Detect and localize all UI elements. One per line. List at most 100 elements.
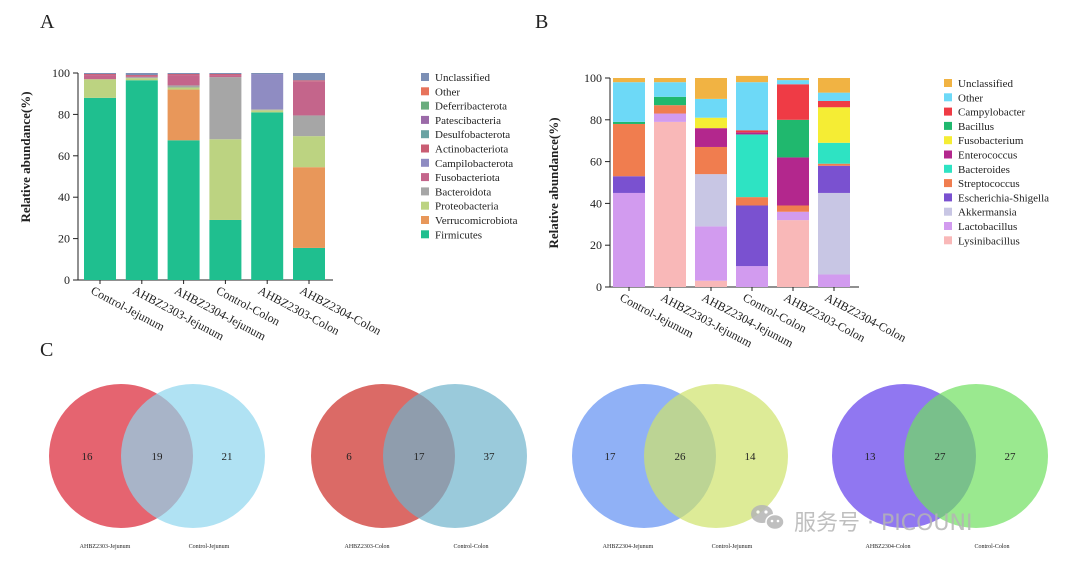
bar-segment-control-jejunum-escherichia-shigella [613, 176, 645, 193]
bar-segment-ahbz2303-jejunum-other [654, 82, 686, 97]
legend-label-bacillus: Bacillus [958, 121, 994, 133]
legend-swatch-enterococcus [944, 150, 952, 159]
bar-segment-ahbz2304-colon-unclassified [293, 73, 325, 81]
legend-label-lactobacillus: Lactobacillus [958, 221, 1017, 233]
panel-b-y-axis-label: Relative abundance(%) [546, 117, 561, 248]
bar-segment-ahbz2303-colon-proteobacteria [251, 110, 284, 113]
panel-c-letter: C [40, 339, 53, 361]
legend-swatch-actinobacteriota [421, 144, 429, 153]
bar-segment-ahbz2304-jejunum-verrucomicrobiota [167, 89, 200, 141]
venn-count-right-only: 37 [484, 451, 496, 463]
panel-c: C 16 19 21 AHBZ2303-Jejunum Control-Jejunum 6… [40, 339, 1048, 550]
bar-segment-ahbz2304-colon-lactobacillus [818, 274, 850, 287]
panel-a-letter: A [40, 11, 55, 33]
bar-segment-ahbz2303-colon-lactobacillus [777, 211, 809, 221]
venn-count-left-only: 17 [605, 451, 617, 463]
bar-segment-control-colon-unclassified [736, 75, 768, 83]
bar-segment-ahbz2304-colon-verrucomicrobiota [293, 167, 325, 248]
legend-label-escherichia-shigella: Escherichia-Shigella [958, 192, 1049, 204]
bar-segment-ahbz2304-jejunum-actinobacteriota [167, 74, 200, 76]
venn-count-shared: 26 [675, 451, 687, 463]
legend-label-deferribacterota: Deferribacterota [435, 101, 507, 113]
bar-segment-ahbz2304-jejunum-bacteroidota [167, 85, 200, 88]
bar-segment-ahbz2304-jejunum-unclassified [167, 73, 200, 75]
legend-label-bacteroidota: Bacteroidota [435, 186, 491, 198]
venn-count-left-only: 6 [346, 451, 352, 463]
legend-swatch-patescibacteria [421, 115, 429, 124]
bar-segment-ahbz2304-jejunum-proteobacteria [167, 87, 200, 90]
venn-left-label: AHBZ2304-Jejunum [603, 544, 654, 550]
panel-a-legend: Unclassified Other Deferribacterota Patesci… [421, 72, 518, 241]
bar-segment-ahbz2304-jejunum-other [695, 98, 727, 118]
bar-segment-ahbz2303-colon-campylobacter [777, 84, 809, 120]
bar-segment-control-jejunum-unclassified [613, 78, 645, 83]
legend-swatch-firmicutes [421, 230, 429, 239]
venn-count-right-only: 21 [222, 451, 233, 463]
legend-swatch-fusobacteriota [421, 173, 429, 182]
venn-left-label: AHBZ2303-Colon [345, 544, 390, 550]
panel-a-bars [84, 73, 325, 284]
bar-segment-ahbz2304-colon-actinobacteriota [293, 80, 325, 82]
bar-segment-control-jejunum-proteobacteria [84, 79, 116, 98]
bar-segment-ahbz2304-colon-firmicutes [293, 247, 325, 280]
bar-segment-control-colon-firmicutes [209, 219, 242, 280]
panel-a-y-ticks: 0 20 40 60 80 100 [52, 66, 78, 287]
legend-swatch-unclassified [421, 73, 429, 81]
panel-b-legend: Unclassified Other Campylobacter Bacillus Fu… [944, 78, 1049, 247]
bar-segment-ahbz2303-jejunum-bacillus [654, 96, 686, 106]
venn-right-label: Control-Jejunum [712, 544, 753, 550]
venn-left-label: AHBZ2304-Colon [866, 544, 911, 550]
venn-count-shared: 19 [152, 451, 164, 463]
venn-diagram-2: 6 17 37 AHBZ2303-Colon Control-Colon [311, 384, 527, 550]
panel-a: A Relative abundance(%) 0 20 40 60 80 100 Con… [18, 11, 518, 344]
legend-label-lysinibacillus: Lysinibacillus [958, 235, 1020, 247]
bar-segment-ahbz2304-jejunum-lysinibacillus [695, 280, 727, 287]
bar-segment-control-jejunum-other [613, 82, 645, 122]
legend-label-unclassified: Unclassified [958, 78, 1013, 90]
legend-label-patescibacteria: Patescibacteria [435, 115, 501, 127]
venn-count-left-only: 16 [82, 451, 94, 463]
panel-b-bars [613, 75, 850, 291]
panel-b-ytick-label-40: 40 [590, 196, 602, 210]
legend-swatch-proteobacteria [421, 201, 429, 210]
bar-segment-ahbz2303-colon-enterococcus [777, 157, 809, 206]
bar-segment-ahbz2304-colon-other [818, 92, 850, 101]
bar-segment-control-colon-bacteroides [736, 134, 768, 198]
bar-segment-ahbz2304-jejunum-firmicutes [167, 140, 200, 280]
bar-segment-ahbz2304-colon-akkermansia [818, 192, 850, 275]
bar-segment-control-colon-proteobacteria [209, 139, 242, 220]
panel-a-y-axis-label: Relative abundance(%) [18, 91, 33, 222]
legend-swatch-campylobacter [944, 107, 952, 116]
bar-segment-control-jejunum-fusobacteriota [84, 75, 116, 80]
legend-swatch-bacteroidota [421, 187, 429, 196]
bar-segment-control-colon-other [736, 82, 768, 131]
legend-label-other: Other [435, 86, 460, 98]
bar-segment-ahbz2303-colon-unclassified [777, 78, 809, 81]
bar-segment-ahbz2304-jejunum-fusobacteriota [167, 75, 200, 86]
bar-segment-ahbz2303-jejunum-fusobacteriota [125, 76, 158, 78]
bar-segment-ahbz2304-colon-unclassified [818, 78, 850, 93]
bar-segment-ahbz2303-jejunum-firmicutes [125, 80, 158, 281]
bar-segment-ahbz2303-colon-streptococcus [777, 205, 809, 212]
legend-label-campilobacterota: Campilobacterota [435, 158, 513, 170]
bar-segment-ahbz2303-colon-unclassified [251, 73, 284, 75]
bar-segment-ahbz2303-jejunum-actinobacteriota [125, 75, 158, 77]
bar-segment-ahbz2303-jejunum-unclassified [125, 73, 158, 76]
venn-diagram-3: 17 26 14 AHBZ2304-Jejunum Control-Jejunum [572, 384, 788, 550]
panel-a-category-labels: Control-JejunumAHBZ2303-JejunumAHBZ2304-… [89, 283, 384, 343]
bar-segment-control-jejunum-streptococcus [613, 123, 645, 177]
legend-swatch-akkermansia [944, 207, 952, 216]
bar-segment-ahbz2304-colon-bacteroides [818, 142, 850, 164]
bar-segment-control-jejunum-firmicutes [84, 97, 116, 280]
venn-right-circle [644, 384, 788, 528]
panel-a-ytick-label-100: 100 [52, 66, 70, 80]
panel-b-y-ticks: 0 20 40 60 80 100 [584, 71, 610, 294]
bar-segment-ahbz2303-colon-firmicutes [251, 112, 284, 280]
panel-b-ytick-label-60: 60 [590, 155, 602, 169]
bar-segment-ahbz2304-colon-fusobacterium [818, 107, 850, 143]
bar-segment-ahbz2303-colon-lysinibacillus [777, 220, 809, 287]
legend-label-campylobacter: Campylobacter [958, 107, 1026, 119]
watermark: 服务号 · PICOUNI [751, 505, 972, 536]
panel-b-category-labels: Control-JejunumAHBZ2303-JejunumAHBZ2304-… [618, 290, 909, 350]
bar-segment-control-jejunum-bacillus [613, 121, 645, 124]
